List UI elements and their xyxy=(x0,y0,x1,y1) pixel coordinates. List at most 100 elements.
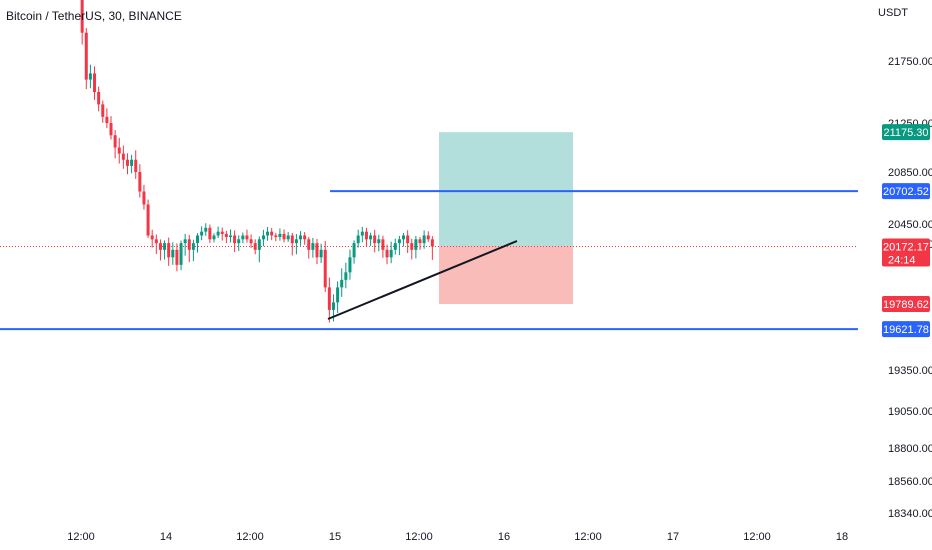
currency-unit: USDT xyxy=(878,7,908,19)
candle-body xyxy=(191,243,195,250)
price-badge-label: 20702.52 xyxy=(883,186,929,198)
candle-body xyxy=(303,235,307,240)
candle-body xyxy=(93,73,97,92)
candle-body xyxy=(311,243,315,250)
candle-body xyxy=(315,243,319,258)
candle-body xyxy=(253,243,257,250)
candle-body xyxy=(294,239,298,244)
y-tick-label: 20450.00 xyxy=(888,219,932,231)
candle-body xyxy=(113,135,117,148)
candle-body xyxy=(150,235,154,240)
candle-body xyxy=(158,243,162,250)
candle-body xyxy=(228,235,232,238)
candle-body xyxy=(261,235,265,240)
x-tick-label: 12:00 xyxy=(743,531,771,543)
candle-body xyxy=(282,233,286,240)
x-tick-label: 14 xyxy=(160,531,172,543)
candle-body xyxy=(245,235,249,240)
candle-body xyxy=(331,302,335,310)
candle-body xyxy=(105,116,109,123)
candle-body xyxy=(208,227,212,240)
y-tick-label: 19050.00 xyxy=(888,406,932,418)
price-badge xyxy=(882,321,930,338)
candle-body xyxy=(377,239,381,244)
candle-body xyxy=(348,257,352,273)
y-tick-label: 18800.00 xyxy=(888,443,932,455)
candle-body xyxy=(187,239,191,250)
price-badge-label: 19789.62 xyxy=(883,299,929,311)
candle-body xyxy=(212,235,216,240)
candle-body xyxy=(307,239,311,250)
candle-body xyxy=(410,243,414,250)
candle-body xyxy=(369,235,373,240)
candle-body xyxy=(340,279,344,288)
candle-body xyxy=(237,239,241,244)
candle-body xyxy=(393,243,397,250)
candle-body xyxy=(142,191,146,205)
candle-body xyxy=(233,235,237,244)
candle-body xyxy=(134,159,138,172)
candle-body xyxy=(336,287,340,303)
candle-body xyxy=(299,235,303,240)
price-badge xyxy=(882,295,930,312)
candle-body xyxy=(389,249,393,258)
price-badge-label: 20172.17 xyxy=(883,241,929,253)
candle-body xyxy=(175,249,179,265)
y-tick-label: 20850.00 xyxy=(888,167,932,179)
candle-body xyxy=(422,235,426,244)
candle-body xyxy=(121,153,125,160)
candle-body xyxy=(364,231,368,240)
candle-body xyxy=(414,239,418,250)
candle-body xyxy=(130,159,134,166)
candle-body xyxy=(216,231,220,236)
plot-area[interactable] xyxy=(0,0,858,331)
symbol-title[interactable]: Bitcoin / TetherUS, 30, BINANCE xyxy=(6,9,182,23)
x-tick-label: 15 xyxy=(329,531,341,543)
candle-body xyxy=(360,231,364,236)
candle-body xyxy=(80,0,84,33)
candle-body xyxy=(270,231,274,236)
candle-body xyxy=(179,243,183,265)
price-axis[interactable]: 21750.0021250.0020850.0020450.0020188.80… xyxy=(888,56,932,520)
candle-body xyxy=(146,204,150,236)
price-badge-label: 19621.78 xyxy=(883,324,929,336)
candle-body xyxy=(163,243,167,250)
candle-body xyxy=(381,239,385,250)
candle-body xyxy=(249,239,253,244)
candle-body xyxy=(344,272,348,280)
x-tick-label: 12:00 xyxy=(574,531,602,543)
candle-body xyxy=(204,227,208,232)
candle-body xyxy=(183,239,187,244)
candle-body xyxy=(286,235,290,240)
candle-body xyxy=(373,235,377,244)
candle-body xyxy=(167,243,171,258)
candle-body xyxy=(101,104,105,117)
countdown-label: 24:14 xyxy=(888,254,916,266)
candle-body xyxy=(397,239,401,244)
candle-body xyxy=(154,239,158,244)
price-badge xyxy=(882,238,930,267)
candle-body xyxy=(138,172,142,192)
price-badge xyxy=(882,183,930,200)
candle-body xyxy=(117,147,121,154)
candle-body xyxy=(356,235,360,244)
candle-body xyxy=(430,239,434,247)
candle-body xyxy=(97,92,101,105)
candle-body xyxy=(323,249,327,288)
x-tick-label: 12:00 xyxy=(405,531,433,543)
y-tick-label: 19350.00 xyxy=(888,365,932,377)
candle-body xyxy=(196,235,200,244)
candle-body xyxy=(84,32,88,80)
candle-body xyxy=(402,235,406,240)
candle-body xyxy=(220,231,224,234)
price-badge xyxy=(882,124,930,141)
candle-body xyxy=(241,235,245,240)
x-tick-label: 12:00 xyxy=(236,531,264,543)
candle-body xyxy=(327,287,331,310)
x-tick-label: 12:00 xyxy=(67,531,95,543)
y-tick-label: 18560.00 xyxy=(888,476,932,488)
x-tick-label: 16 xyxy=(498,531,510,543)
y-tick-label: 18340.00 xyxy=(888,508,932,520)
time-axis[interactable]: 12:00 14 12:00 15 12:00 16 12:00 17 12:00 18 xyxy=(67,531,848,543)
